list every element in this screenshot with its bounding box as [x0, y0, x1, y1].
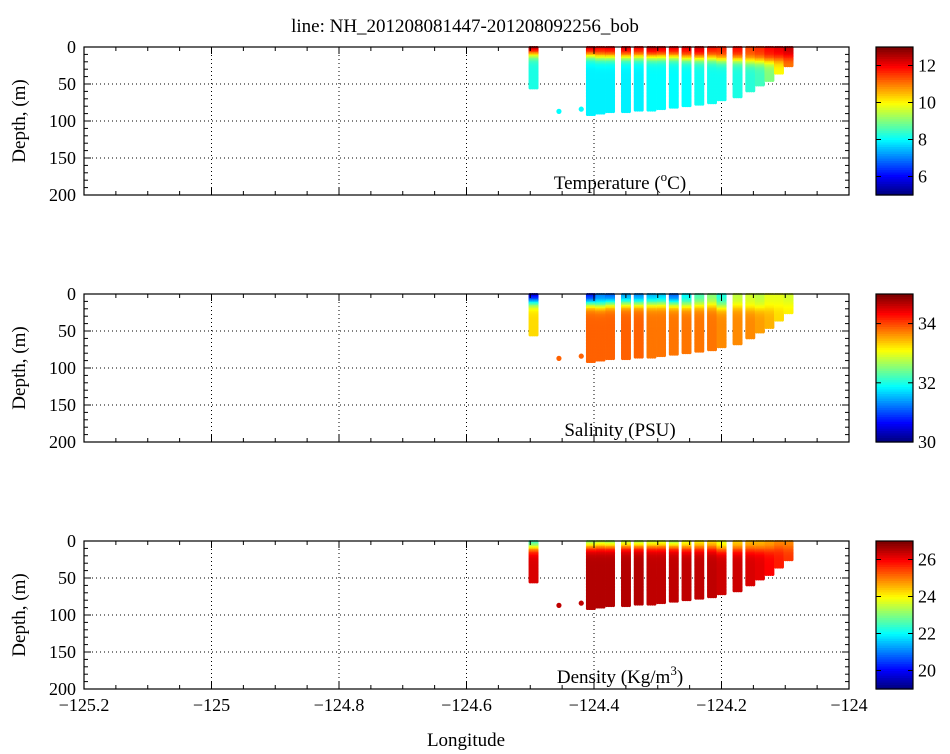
y-tick-label: 150: [49, 148, 76, 168]
data-point: [592, 112, 596, 117]
data-point: [662, 353, 667, 358]
data-point: [771, 78, 775, 83]
colorbar-tick-label: 6: [918, 167, 927, 187]
data-point: [653, 108, 657, 112]
colorbar-tick-label: 8: [918, 130, 927, 150]
data-point: [713, 100, 718, 105]
data-point: [739, 94, 743, 99]
data-point: [602, 111, 606, 115]
data-point: [640, 355, 644, 359]
panels: 0 50 100 150 200 Depth, (m) Temperature (oC) 12…: [9, 37, 936, 715]
data-point: [790, 63, 794, 68]
data-point: [751, 88, 756, 93]
temperature-panel: 0 50 100 150 200 Depth, (m) Temperature (oC) 12…: [9, 37, 936, 205]
data-point: [780, 71, 784, 75]
temperature-y-axis-label: Depth, (m): [9, 79, 30, 162]
y-tick-label: 100: [49, 111, 76, 131]
data-point: [688, 350, 692, 355]
temperature-colorbar: 12 10 8 6: [875, 46, 936, 196]
data-point: [723, 97, 727, 102]
data-point: [535, 86, 539, 90]
data-point: [578, 353, 584, 359]
colorbar-tick-label: 10: [918, 93, 936, 113]
data-point: [640, 108, 644, 112]
data-point: [627, 109, 631, 114]
data-point: [627, 356, 631, 361]
data-point: [578, 106, 584, 112]
y-tick-label: 200: [49, 185, 76, 205]
figure-title: line: NH_201208081447-201208092256_bob: [291, 16, 639, 37]
temperature-data-points: [528, 46, 794, 117]
data-point: [713, 347, 718, 352]
data-point: [602, 358, 606, 362]
y-tick-label: 0: [67, 37, 76, 57]
y-tick-label: 50: [58, 74, 76, 94]
data-point: [761, 83, 765, 87]
temperature-annotation: Temperature (oC): [554, 169, 686, 194]
data-point: [675, 105, 679, 109]
data-point: [688, 103, 692, 108]
data-point: [535, 333, 539, 337]
data-point: [662, 106, 667, 111]
data-point: [700, 349, 705, 353]
data-point: [611, 356, 616, 361]
data-point: [700, 102, 705, 106]
colorbar-tick-label: 12: [918, 56, 936, 76]
data-point: [611, 109, 616, 114]
data-point: [675, 352, 679, 356]
data-point: [592, 359, 596, 364]
data-point: [653, 355, 657, 359]
data-point: [556, 108, 562, 114]
data-point: [556, 355, 562, 361]
